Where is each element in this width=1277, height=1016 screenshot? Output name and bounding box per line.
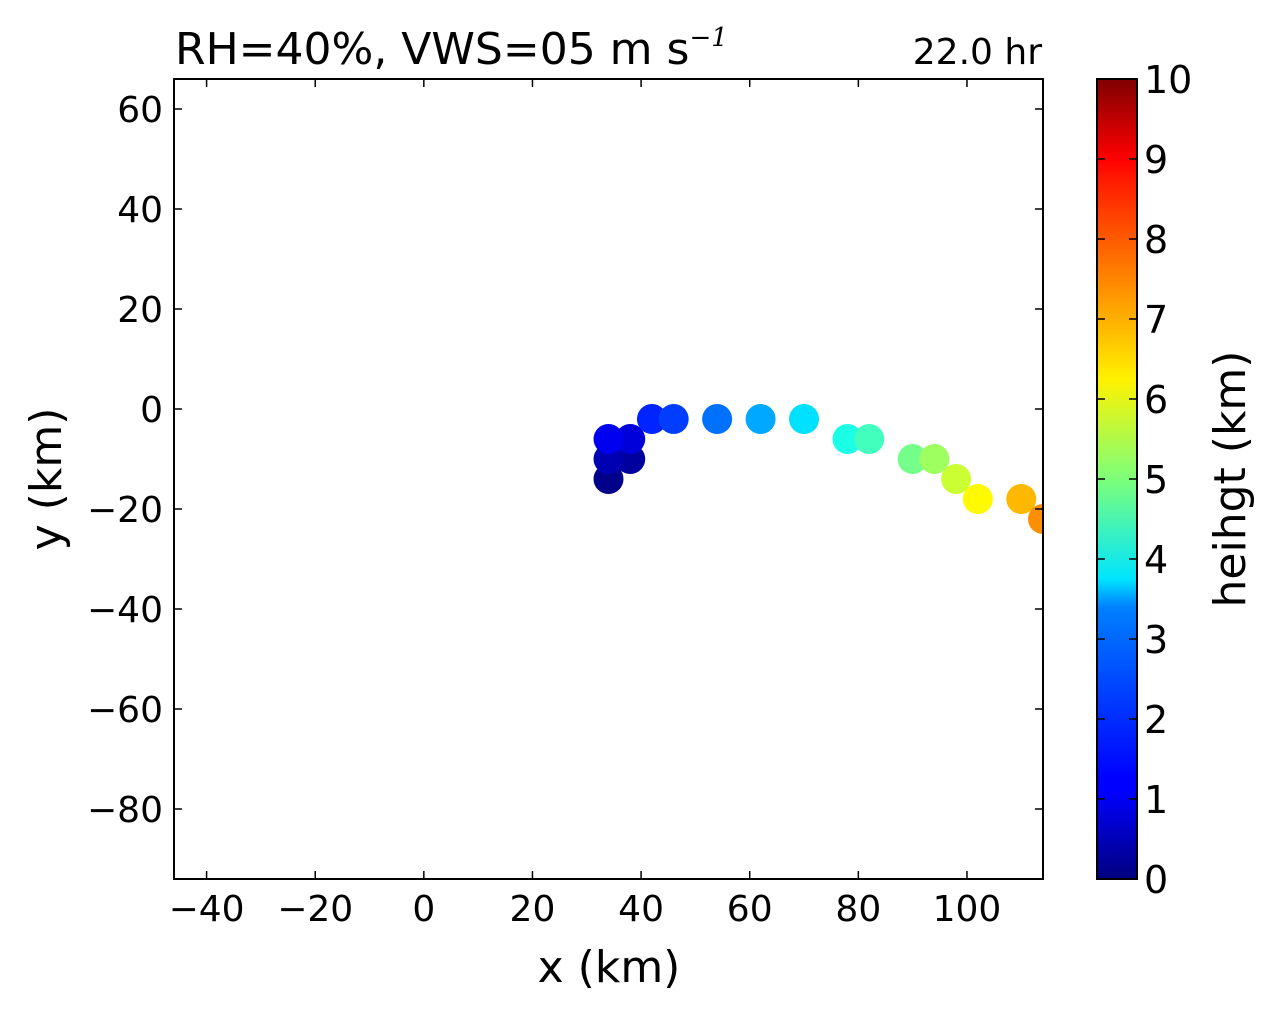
colorbar-tick-label: 5	[1144, 458, 1168, 502]
colorbar-ticks: 0 1 2 3 4 5 6 7 8 9 10	[1097, 58, 1192, 902]
colorbar-tick-label: 0	[1144, 858, 1168, 902]
axis-ticks: −40 −20 0 20 40 60 80 100 −80 −60 −40 −20 0 20 40 60	[87, 79, 1043, 930]
colorbar-tick-label: 8	[1144, 218, 1168, 262]
colorbar-tick-label: 7	[1144, 298, 1168, 342]
colorbar-tick-label: 10	[1144, 58, 1192, 102]
data-point	[941, 464, 972, 494]
y-tick-label: 60	[117, 90, 163, 131]
x-tick-label: 0	[412, 889, 435, 930]
y-tick-label: −60	[87, 690, 163, 731]
y-tick-label: 20	[117, 290, 163, 331]
colorbar-tick-label: 3	[1144, 618, 1168, 662]
colorbar-tick-label: 9	[1144, 138, 1168, 182]
data-point	[1028, 504, 1043, 534]
data-point	[897, 444, 928, 474]
data-point	[593, 424, 624, 454]
y-tick-label: 0	[140, 390, 163, 431]
x-tick-label: −40	[169, 889, 245, 930]
time-label: 22.0 hr	[913, 32, 1042, 73]
colorbar-label: heihgt (km)	[1205, 351, 1256, 608]
plot-frame	[173, 78, 1044, 880]
y-tick-label: −20	[87, 490, 163, 531]
x-tick-label: 60	[727, 889, 773, 930]
x-tick-label: −20	[277, 889, 353, 930]
data-point	[789, 404, 820, 434]
data-point	[919, 444, 950, 474]
y-tick-label: −80	[87, 790, 163, 831]
marker-layer	[593, 404, 1043, 534]
chart-title: RH=40%, VWS=05 m s−1	[175, 23, 728, 75]
data-point	[615, 424, 646, 454]
data-point	[962, 484, 993, 514]
x-tick-label: 40	[618, 889, 664, 930]
data-point	[745, 404, 776, 434]
x-tick-label: 80	[835, 889, 881, 930]
x-tick-label: 20	[510, 889, 556, 930]
colorbar-tick-label: 4	[1144, 538, 1168, 582]
colorbar-tick-label: 1	[1144, 778, 1168, 822]
chart-title-superscript: −1	[689, 23, 727, 53]
data-point	[854, 424, 885, 454]
y-tick-label: −40	[87, 590, 163, 631]
data-point	[702, 404, 733, 434]
chart-title-text: RH=40%, VWS=05 m s	[175, 24, 689, 75]
data-point	[1006, 484, 1037, 514]
data-point	[636, 404, 667, 434]
data-point	[658, 404, 689, 434]
x-tick-label: 100	[933, 889, 1002, 930]
colorbar-tick-label: 2	[1144, 698, 1168, 742]
x-axis-label: x (km)	[538, 942, 681, 993]
y-axis-label: y (km)	[21, 408, 72, 551]
data-point	[832, 424, 863, 454]
colorbar-tick-label: 6	[1144, 378, 1168, 422]
y-tick-label: 40	[117, 190, 163, 231]
